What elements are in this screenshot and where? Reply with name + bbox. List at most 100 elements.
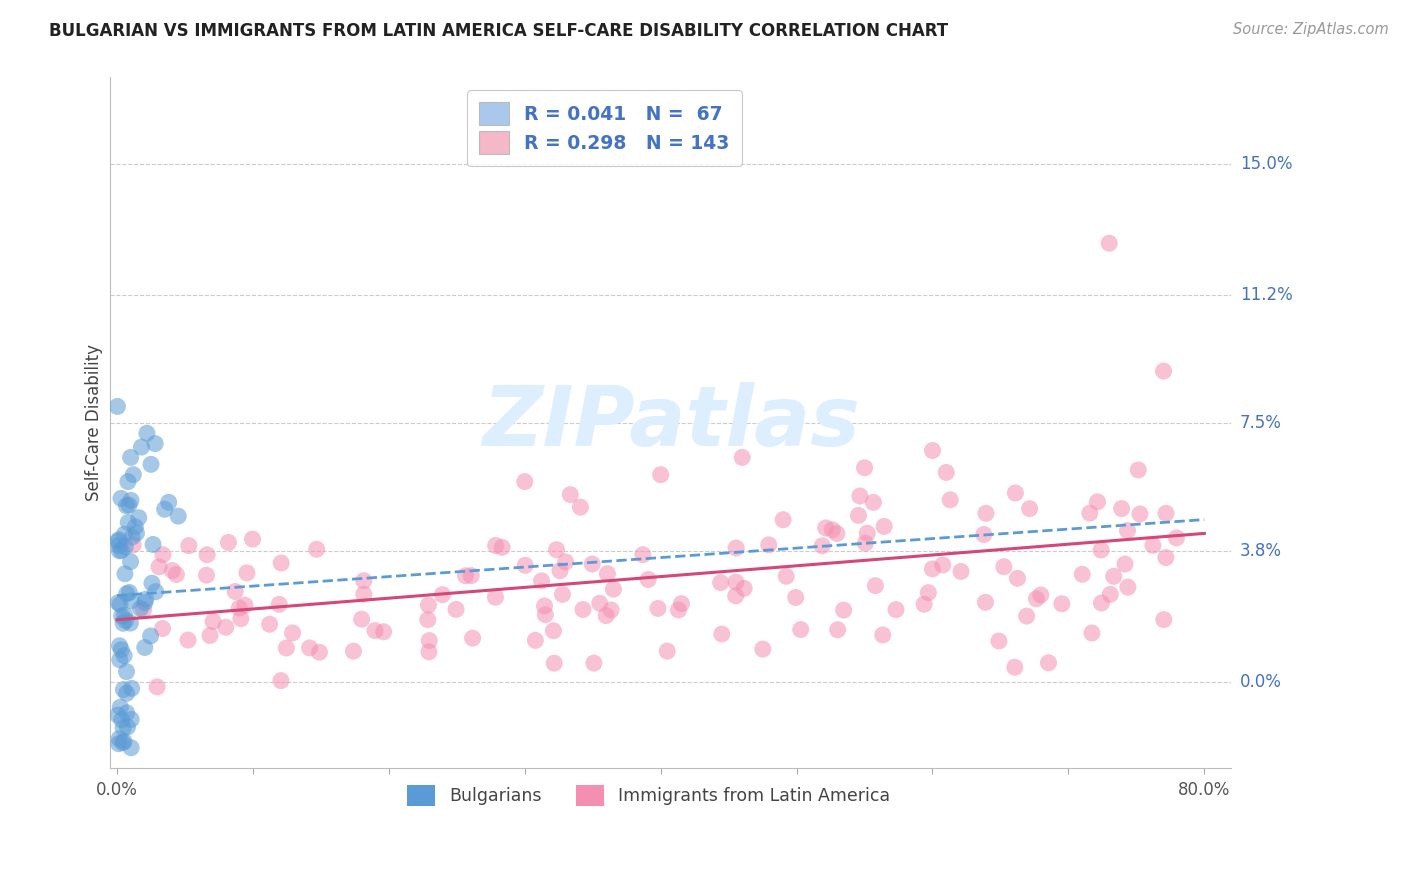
Point <box>1081 626 1104 640</box>
Point <box>418 598 440 612</box>
Point <box>364 624 387 638</box>
Point <box>350 612 373 626</box>
Point <box>145 584 167 599</box>
Point <box>821 523 844 537</box>
Point <box>270 673 292 688</box>
Point <box>107 400 129 414</box>
Point <box>1071 567 1094 582</box>
Point <box>865 579 887 593</box>
Point <box>582 656 605 670</box>
Point <box>418 645 440 659</box>
Point <box>117 720 139 734</box>
Point <box>115 587 138 601</box>
Point <box>731 450 754 465</box>
Text: ZIPatlas: ZIPatlas <box>482 383 860 463</box>
Point <box>602 582 624 596</box>
Point <box>650 467 672 482</box>
Point <box>342 644 364 658</box>
Point <box>1038 656 1060 670</box>
Point <box>117 475 139 489</box>
Point <box>974 595 997 609</box>
Point <box>112 616 135 631</box>
Point <box>596 566 619 581</box>
Point <box>853 460 876 475</box>
Point <box>444 602 467 616</box>
Point <box>120 616 142 631</box>
Point <box>935 466 957 480</box>
Point <box>1029 588 1052 602</box>
Point <box>671 597 693 611</box>
Point <box>872 628 894 642</box>
Point <box>733 582 755 596</box>
Point <box>884 602 907 616</box>
Point <box>974 506 997 520</box>
Point <box>195 548 218 562</box>
Point <box>108 639 131 653</box>
Point <box>242 532 264 546</box>
Point <box>276 641 298 656</box>
Point <box>725 541 748 555</box>
Point <box>308 645 330 659</box>
Point <box>121 530 143 544</box>
Point <box>107 708 129 723</box>
Text: 11.2%: 11.2% <box>1240 286 1292 304</box>
Point <box>825 526 848 541</box>
Point <box>491 541 513 555</box>
Point <box>122 538 145 552</box>
Point <box>917 585 939 599</box>
Point <box>143 436 166 450</box>
Point <box>987 634 1010 648</box>
Point <box>114 608 136 623</box>
Point <box>108 539 131 553</box>
Point <box>118 498 141 512</box>
Point <box>752 642 775 657</box>
Text: 15.0%: 15.0% <box>1240 155 1292 173</box>
Point <box>146 680 169 694</box>
Point <box>236 566 259 580</box>
Point <box>107 737 129 751</box>
Point <box>108 533 131 547</box>
Point <box>775 569 797 583</box>
Text: 0.0%: 0.0% <box>1240 673 1282 691</box>
Point <box>115 665 138 679</box>
Point <box>114 527 136 541</box>
Point <box>152 548 174 562</box>
Point <box>157 495 180 509</box>
Point <box>572 602 595 616</box>
Point <box>1025 591 1047 606</box>
Point <box>1087 495 1109 509</box>
Point <box>569 500 592 515</box>
Point <box>120 450 142 465</box>
Y-axis label: Self-Care Disability: Self-Care Disability <box>86 344 103 501</box>
Point <box>785 591 807 605</box>
Point <box>139 629 162 643</box>
Point <box>269 598 291 612</box>
Point <box>1153 364 1175 378</box>
Point <box>233 598 256 612</box>
Point <box>141 576 163 591</box>
Point <box>724 575 747 590</box>
Point <box>134 640 156 655</box>
Point <box>848 508 870 523</box>
Point <box>165 567 187 582</box>
Point <box>115 499 138 513</box>
Point <box>1111 501 1133 516</box>
Point <box>543 624 565 638</box>
Point <box>551 587 574 601</box>
Point <box>1004 486 1026 500</box>
Point <box>1090 596 1112 610</box>
Point <box>921 443 943 458</box>
Point <box>136 426 159 441</box>
Point <box>112 721 135 735</box>
Point <box>114 540 136 554</box>
Point <box>862 495 884 509</box>
Point <box>373 624 395 639</box>
Point <box>921 562 943 576</box>
Point <box>524 633 547 648</box>
Point <box>124 520 146 534</box>
Point <box>108 653 131 667</box>
Point <box>198 628 221 642</box>
Point <box>513 475 536 489</box>
Point <box>1114 557 1136 571</box>
Point <box>353 574 375 588</box>
